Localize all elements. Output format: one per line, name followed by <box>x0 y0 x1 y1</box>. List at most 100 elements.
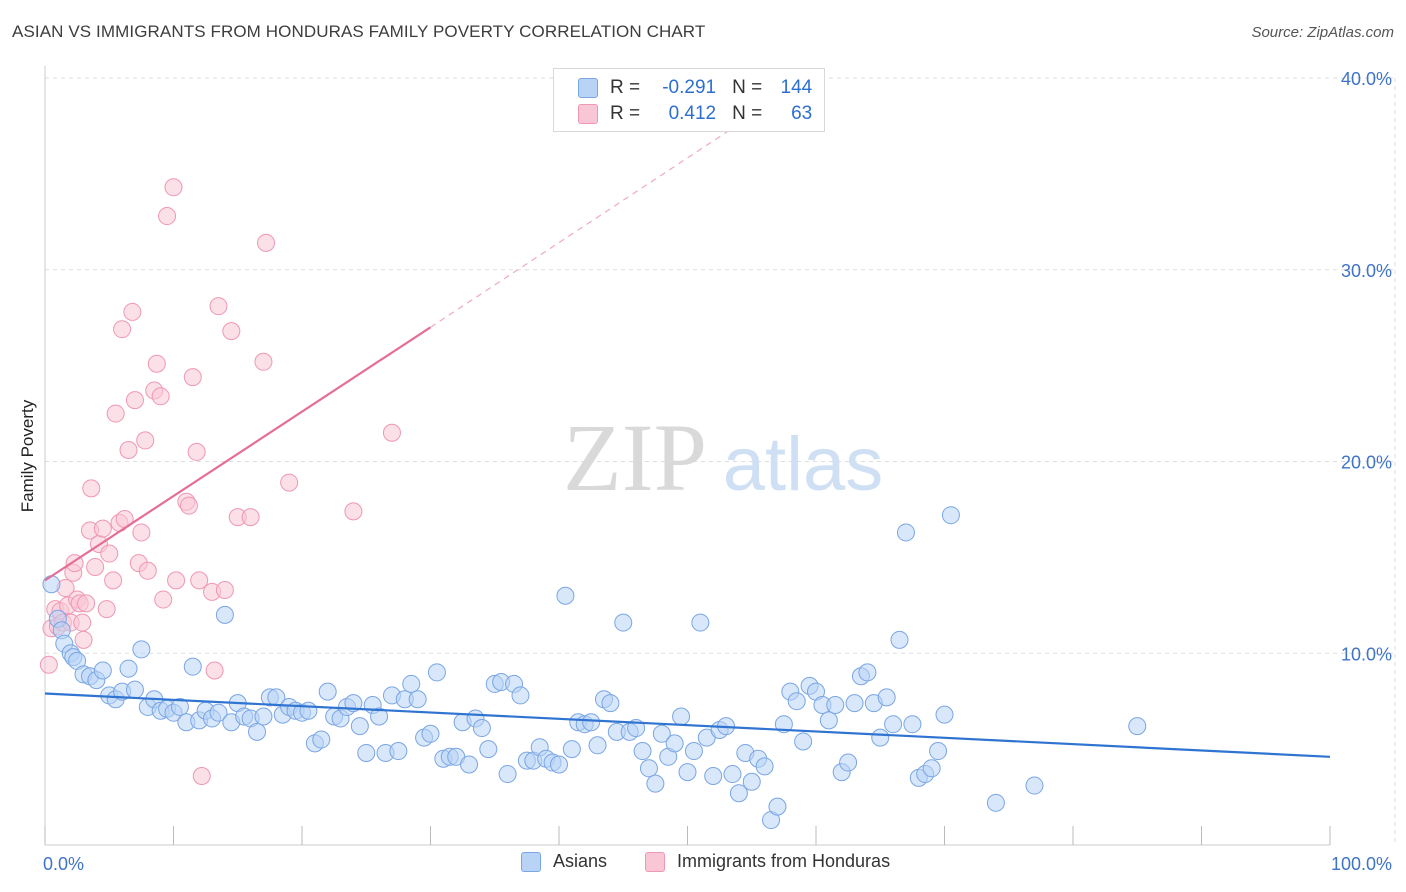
legend-label-honduras: Immigrants from Honduras <box>677 851 891 871</box>
honduras-point <box>123 302 142 321</box>
honduras-points <box>39 178 401 785</box>
correlation-legend: R = -0.291 N = 144 R = 0.412 N = 63 <box>553 68 825 132</box>
r-label: R = <box>610 77 641 98</box>
asian-point <box>678 763 697 782</box>
asian-point <box>408 690 427 709</box>
honduras-point <box>179 496 198 515</box>
legend-row-asian: R = -0.291 N = 144 <box>578 76 812 100</box>
asian-point <box>1128 717 1147 736</box>
y-tick-label: 30.0% <box>1341 261 1392 281</box>
honduras-point <box>190 571 209 590</box>
asian-point <box>941 506 960 525</box>
honduras-point <box>344 502 363 521</box>
honduras-point <box>82 479 101 498</box>
chart-title: ASIAN VS IMMIGRANTS FROM HONDURAS FAMILY… <box>12 22 706 41</box>
honduras-swatch <box>578 104 598 124</box>
asian-point <box>254 707 273 726</box>
n-value: 63 <box>791 103 813 124</box>
asian-point <box>794 732 813 751</box>
honduras-point <box>119 440 138 459</box>
asian-point <box>215 605 234 624</box>
r-label: R = <box>610 103 641 124</box>
honduras-point <box>138 561 157 580</box>
asian-point <box>562 740 581 759</box>
n-value: 144 <box>780 77 813 98</box>
asian-point <box>350 717 369 736</box>
asian-swatch <box>578 78 598 98</box>
asian-point <box>922 759 941 778</box>
legend-label-asians: Asians <box>553 851 608 871</box>
asian-point <box>826 696 845 715</box>
honduras-point <box>147 354 166 373</box>
honduras-point <box>77 594 96 613</box>
r-value: 0.412 <box>668 103 717 124</box>
honduras-point <box>39 655 58 674</box>
asian-point <box>312 730 331 749</box>
honduras-point <box>106 404 125 423</box>
asian-point <box>614 613 633 632</box>
asian-point <box>209 703 228 722</box>
y-tick-label: 20.0% <box>1341 453 1392 473</box>
honduras-point <box>209 297 228 316</box>
asian-point <box>890 630 909 649</box>
honduras-point <box>86 557 105 576</box>
honduras-point <box>151 387 170 406</box>
asian-point <box>742 772 761 791</box>
trend-layer <box>44 123 1331 758</box>
asian-point <box>929 742 948 761</box>
honduras-point <box>205 661 224 680</box>
n-label: N = <box>732 103 763 124</box>
honduras-point <box>164 178 183 197</box>
asian-point <box>248 722 267 741</box>
asian-point <box>601 694 620 713</box>
y-tick-label: 10.0% <box>1341 644 1392 664</box>
asian-point <box>723 765 742 784</box>
source-label: Source: ZipAtlas.com <box>1251 24 1394 41</box>
asian-point <box>125 680 144 699</box>
n-label: N = <box>732 77 763 98</box>
x-tick-label: 100.0% <box>1331 854 1392 874</box>
asian-point <box>877 688 896 707</box>
asian-point <box>845 694 864 713</box>
honduras-point <box>100 544 119 563</box>
asian-point <box>858 663 877 682</box>
asian-point <box>704 766 723 785</box>
honduras-point <box>215 580 234 599</box>
asian-point <box>498 765 517 784</box>
asian-point <box>646 774 665 793</box>
asian-point <box>550 755 568 774</box>
asian-point <box>986 793 1005 812</box>
tick-labels: 10.0% 20.0% 30.0% 40.0% 0.0% 100.0% <box>43 69 1392 874</box>
honduras-point <box>93 519 112 538</box>
asian-point <box>402 674 421 693</box>
asian-point <box>935 705 954 724</box>
asian-swatch <box>521 851 541 872</box>
honduras-point <box>73 613 92 632</box>
legend-item-asians[interactable]: Asians <box>521 851 607 872</box>
asian-point <box>93 661 112 680</box>
asian-point <box>389 742 408 761</box>
asian-point <box>729 784 748 803</box>
honduras-point <box>136 431 155 450</box>
legend-item-honduras[interactable]: Immigrants from Honduras <box>645 851 890 872</box>
honduras-point <box>74 630 93 649</box>
r-value: -0.291 <box>662 77 717 98</box>
legend-row-honduras: R = 0.412 N = 63 <box>578 102 812 126</box>
honduras-point <box>104 571 123 590</box>
asian-point <box>460 755 479 774</box>
asian-point <box>633 742 652 761</box>
asian-point <box>582 713 601 732</box>
honduras-point <box>254 352 273 371</box>
asian-point <box>511 686 530 705</box>
asian-point <box>170 697 189 716</box>
asian-point <box>839 753 858 772</box>
watermark: ZIP atlas <box>563 404 883 511</box>
asian-point <box>588 736 607 755</box>
asian-point <box>1025 776 1044 795</box>
x-tick-label: 0.0% <box>43 854 84 874</box>
asian-point <box>427 663 446 682</box>
y-tick-label: 40.0% <box>1341 69 1392 89</box>
honduras-point <box>154 590 173 609</box>
series-legend: Asians Immigrants from Honduras <box>0 851 1406 877</box>
